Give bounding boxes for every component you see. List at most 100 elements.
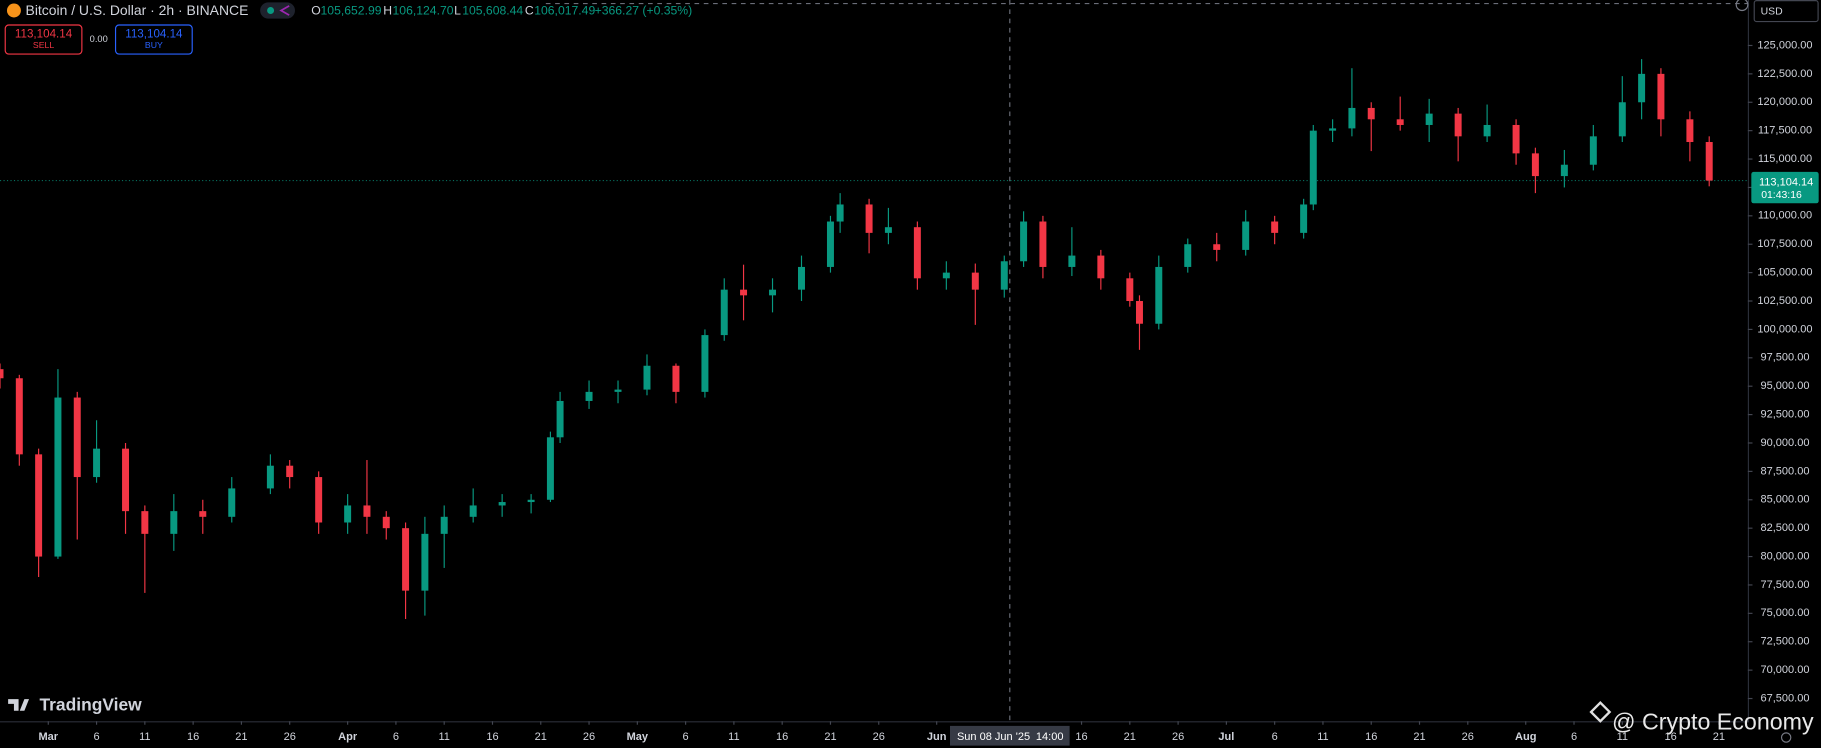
candle-body xyxy=(363,505,371,517)
candle-body xyxy=(315,477,323,523)
x-tick-label: 11 xyxy=(1617,731,1628,743)
symbol-title[interactable]: Bitcoin / U.S. Dollar · 2h · BINANCE xyxy=(26,2,249,18)
candle-body xyxy=(614,389,622,392)
x-tick-label: 16 xyxy=(1365,731,1377,743)
x-tick-label: 16 xyxy=(1075,731,1087,743)
candle-body xyxy=(1039,221,1047,267)
x-tick-label: 11 xyxy=(1317,731,1328,743)
ohlc-value: 106,017.49 xyxy=(534,3,595,17)
candle-body xyxy=(93,448,101,478)
watermark: @ Crypto Economy xyxy=(1612,709,1814,735)
y-tick-label: 122,500.00 xyxy=(1757,68,1812,80)
candle-body xyxy=(527,499,535,503)
x-tick-label: 6 xyxy=(1571,731,1577,743)
crosshair-date: Sun 08 Jun '25 xyxy=(957,731,1030,743)
sell-label[interactable]: SELL xyxy=(33,40,54,50)
watermark-icon xyxy=(1589,701,1612,723)
candle-body xyxy=(672,365,680,392)
y-tick-label: 102,500.00 xyxy=(1757,295,1812,307)
candle-body xyxy=(344,505,352,523)
ohlc-key: C xyxy=(525,3,534,17)
ohlc-legend: O 105,652.99 H 106,124.70 L 105,608.44 C… xyxy=(311,3,692,17)
candle-body xyxy=(1271,221,1279,233)
y-tick-label: 115,000.00 xyxy=(1758,153,1812,165)
candle-body xyxy=(1705,142,1713,181)
x-tick-label: 16 xyxy=(486,731,498,743)
candle-body xyxy=(1454,113,1462,137)
candle-body xyxy=(720,289,728,336)
candle-body xyxy=(1638,73,1646,103)
x-tick-label: 21 xyxy=(1124,731,1136,743)
candle-body xyxy=(643,365,651,390)
y-tick-label: 75,000.00 xyxy=(1760,607,1809,619)
candle-body xyxy=(1560,164,1568,177)
ohlc-key: H xyxy=(383,3,392,17)
candle-body xyxy=(286,465,294,478)
y-tick-label: 117,500.00 xyxy=(1758,125,1812,137)
candle-body xyxy=(546,437,554,500)
tradingview-logo: TradingView xyxy=(39,695,142,715)
currency[interactable]: USD xyxy=(1761,6,1783,17)
settings-button[interactable] xyxy=(1780,732,1792,743)
y-tick-label: 72,500.00 xyxy=(1760,636,1809,648)
ohlc-key: O xyxy=(311,3,320,17)
candle-body xyxy=(884,227,892,233)
status-pill[interactable] xyxy=(260,2,295,19)
candle-body xyxy=(469,505,477,517)
candle-body xyxy=(1396,119,1404,125)
candle-body xyxy=(170,511,178,534)
crosshair-time-label xyxy=(949,725,1070,746)
y-tick-label: 90,000.00 xyxy=(1760,437,1809,449)
ohlc-value: 106,124.70 xyxy=(393,3,454,17)
candle-body xyxy=(35,454,43,557)
candle-body xyxy=(1618,102,1626,137)
candle-body xyxy=(1126,278,1134,302)
x-tick-label: Apr xyxy=(338,731,358,743)
candle-body xyxy=(740,289,748,296)
x-tick-label: 16 xyxy=(776,731,788,743)
buy-price[interactable]: 113,104.14 xyxy=(125,27,183,40)
candle-body xyxy=(141,511,149,534)
candle-body xyxy=(440,516,448,534)
candle-body xyxy=(1531,153,1539,177)
candle-body xyxy=(1020,221,1028,262)
candle-body xyxy=(228,488,236,517)
ohlc-value: 105,608.44 xyxy=(462,3,523,17)
candle-body xyxy=(54,397,62,557)
x-tick-label: May xyxy=(627,731,649,743)
candle-body xyxy=(701,335,709,392)
sell-button[interactable] xyxy=(4,24,83,55)
y-tick-label: 100,000.00 xyxy=(1757,323,1812,335)
y-tick-label: 77,500.00 xyxy=(1760,579,1809,591)
candle-body xyxy=(769,289,777,296)
x-tick-label: 6 xyxy=(1272,731,1278,743)
buy-label[interactable]: BUY xyxy=(145,40,163,50)
buy-button[interactable] xyxy=(114,24,193,55)
candle-body xyxy=(122,448,130,512)
candle-body xyxy=(73,397,81,478)
time-axis: Mar 6 11 16 21 26 Apr 6 11 16 21 26 May 6 11 16 21 26 Jun 1… xyxy=(0,721,1748,743)
candle-body xyxy=(798,266,805,290)
candle-body xyxy=(0,369,4,379)
y-tick-label: 87,500.00 xyxy=(1760,465,1809,477)
x-tick-label: Jul xyxy=(1218,731,1234,743)
x-tick-label: 26 xyxy=(284,731,296,743)
candle-body xyxy=(1242,221,1250,250)
candle-body xyxy=(382,516,390,529)
y-tick-label: 125,000.00 xyxy=(1757,39,1812,51)
x-tick-label: 11 xyxy=(728,731,739,743)
add-button[interactable] xyxy=(1735,0,1749,12)
sell-price[interactable]: 113,104.14 xyxy=(15,27,73,40)
y-tick-label: 70,000.00 xyxy=(1760,664,1809,676)
currency-selector[interactable] xyxy=(1753,0,1819,23)
crosshair-time: 14:00 xyxy=(1036,731,1064,743)
x-tick-label: 11 xyxy=(438,731,449,743)
candle-body xyxy=(266,465,274,489)
y-tick-label: 110,000.00 xyxy=(1758,210,1812,222)
tradingview-icon xyxy=(8,699,30,711)
candle-body xyxy=(836,204,844,222)
candle-body xyxy=(1097,255,1105,279)
y-tick-label: 120,000.00 xyxy=(1757,96,1812,108)
